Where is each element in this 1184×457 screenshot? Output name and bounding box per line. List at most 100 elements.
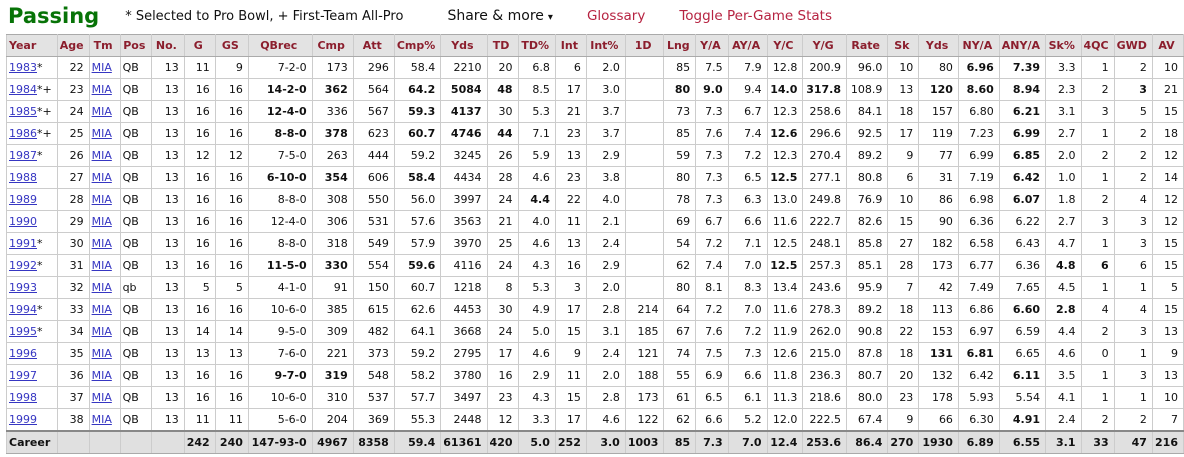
- year-link-1993[interactable]: 1993: [9, 281, 37, 294]
- column-header-no-4[interactable]: No.: [151, 34, 185, 57]
- column-header-td-12[interactable]: TD: [486, 34, 519, 57]
- team-link-mia[interactable]: MIA: [91, 391, 112, 404]
- cell-sk-23: 18: [887, 298, 920, 321]
- team-link-mia[interactable]: MIA: [91, 369, 112, 382]
- career-cell-td-12: 420: [486, 430, 519, 454]
- column-header-int-14[interactable]: Int: [554, 34, 587, 57]
- column-header-year-0[interactable]: Year: [6, 34, 58, 57]
- year-link-1987[interactable]: 1987: [9, 149, 37, 162]
- column-header-4qc-28[interactable]: 4QC: [1080, 34, 1115, 57]
- column-header-rate-22[interactable]: Rate: [846, 34, 889, 57]
- team-link-mia[interactable]: MIA: [91, 259, 112, 272]
- cell-yds-24: 31: [918, 166, 959, 189]
- year-link-1997[interactable]: 1997: [9, 369, 37, 382]
- cell-att-9: 567: [352, 100, 395, 123]
- year-link-1999[interactable]: 1999: [9, 413, 37, 426]
- cell-gs-6: 16: [214, 298, 249, 321]
- team-link-mia[interactable]: MIA: [91, 281, 112, 294]
- cell-td-12: 48: [486, 78, 519, 101]
- year-link-1994[interactable]: 1994: [9, 303, 37, 316]
- cell-yds-11: 4434: [440, 166, 488, 189]
- year-link-1998[interactable]: 1998: [9, 391, 37, 404]
- cell-aya-19: 7.2: [727, 320, 768, 343]
- column-header-lng-17[interactable]: Lng: [663, 34, 697, 57]
- cell-pos-3: QB: [119, 210, 153, 233]
- team-link-mia[interactable]: MIA: [91, 413, 112, 426]
- column-header-pos-3[interactable]: Pos: [119, 34, 153, 57]
- column-header-yg-21[interactable]: Y/G: [802, 34, 848, 57]
- team-link-mia[interactable]: MIA: [91, 347, 112, 360]
- year-link-1983[interactable]: 1983: [9, 61, 37, 74]
- cell-no-4: 13: [151, 78, 185, 101]
- cell-age-1: 34: [56, 320, 90, 343]
- team-link-mia[interactable]: MIA: [91, 171, 112, 184]
- cell-sk-23: 18: [887, 100, 920, 123]
- column-header-aya-19[interactable]: AY/A: [727, 34, 768, 57]
- cell-gwd-29: 2: [1113, 56, 1153, 79]
- cell-av-30: 13: [1151, 320, 1184, 343]
- column-header-cmp-10[interactable]: Cmp%: [393, 34, 442, 57]
- glossary-link[interactable]: Glossary: [586, 8, 646, 24]
- column-header-yds-24[interactable]: Yds: [918, 34, 959, 57]
- column-header-age-1[interactable]: Age: [56, 34, 90, 57]
- column-header-gwd-29[interactable]: GWD: [1113, 34, 1153, 57]
- column-header-tm-2[interactable]: Tm: [88, 34, 121, 57]
- year-link-1990[interactable]: 1990: [9, 215, 37, 228]
- cell-td-13: 5.3: [517, 100, 556, 123]
- column-header-g-5[interactable]: G: [183, 34, 216, 57]
- team-link-mia[interactable]: MIA: [91, 149, 112, 162]
- team-link-mia[interactable]: MIA: [91, 105, 112, 118]
- cell-gs-6: 16: [214, 188, 249, 211]
- column-header-ya-18[interactable]: Y/A: [695, 34, 729, 57]
- cell-yds-24: 131: [918, 342, 959, 365]
- column-header-td-13[interactable]: TD%: [517, 34, 556, 57]
- team-link-mia[interactable]: MIA: [91, 127, 112, 140]
- cell-g-5: 13: [183, 342, 216, 365]
- team-link-mia[interactable]: MIA: [91, 61, 112, 74]
- cell-int-14: 11: [554, 364, 587, 387]
- column-header-sk-23[interactable]: Sk: [887, 34, 920, 57]
- column-header-int-15[interactable]: Int%: [585, 34, 626, 57]
- year-link-1984[interactable]: 1984: [9, 83, 37, 96]
- year-link-1992[interactable]: 1992: [9, 259, 37, 272]
- column-header-qbrec-7[interactable]: QBrec: [247, 34, 313, 57]
- column-header-yds-11[interactable]: Yds: [440, 34, 488, 57]
- year-link-1995[interactable]: 1995: [9, 325, 37, 338]
- column-header-nya-25[interactable]: NY/A: [957, 34, 1000, 57]
- cell-1d-16: [624, 56, 665, 79]
- team-link-mia[interactable]: MIA: [91, 215, 112, 228]
- column-header-att-9[interactable]: Att: [352, 34, 395, 57]
- column-header-1d-16[interactable]: 1D: [624, 34, 665, 57]
- cell-cmp-10: 59.2: [393, 342, 442, 365]
- team-link-mia[interactable]: MIA: [91, 193, 112, 206]
- cell-cmp-10: 60.7: [393, 122, 442, 145]
- column-header-yc-20[interactable]: Y/C: [766, 34, 804, 57]
- year-link-1996[interactable]: 1996: [9, 347, 37, 360]
- cell-tm-2: MIA: [88, 188, 121, 211]
- cell-tm-2: MIA: [88, 408, 121, 432]
- year-link-1988[interactable]: 1988: [9, 171, 37, 184]
- team-link-mia[interactable]: MIA: [91, 303, 112, 316]
- column-header-av-30[interactable]: AV: [1151, 34, 1184, 57]
- column-header-anya-26[interactable]: ANY/A: [998, 34, 1047, 57]
- cell-ya-18: 7.6: [695, 320, 729, 343]
- year-cell: 1999: [6, 408, 58, 432]
- year-link-1985[interactable]: 1985: [9, 105, 37, 118]
- year-link-1986[interactable]: 1986: [9, 127, 37, 140]
- column-header-gs-6[interactable]: GS: [214, 34, 249, 57]
- toggle-per-game-stats-link[interactable]: Toggle Per-Game Stats: [679, 8, 832, 24]
- column-header-cmp-8[interactable]: Cmp: [311, 34, 354, 57]
- year-link-1989[interactable]: 1989: [9, 193, 37, 206]
- career-cell-cmp-8: 4967: [311, 430, 354, 454]
- cell-gs-6: 16: [214, 232, 249, 255]
- cell-av-30: 5: [1151, 276, 1184, 299]
- cell-cmp-8: 173: [311, 56, 354, 79]
- cell-4qc-28: 4: [1080, 298, 1115, 321]
- team-link-mia[interactable]: MIA: [91, 325, 112, 338]
- team-link-mia[interactable]: MIA: [91, 237, 112, 250]
- team-link-mia[interactable]: MIA: [91, 83, 112, 96]
- year-link-1991[interactable]: 1991: [9, 237, 37, 250]
- column-header-sk-27[interactable]: Sk%: [1045, 34, 1082, 57]
- share-and-more-menu[interactable]: Share & more ▾: [447, 8, 553, 24]
- cell-cmp-10: 55.3: [393, 408, 442, 432]
